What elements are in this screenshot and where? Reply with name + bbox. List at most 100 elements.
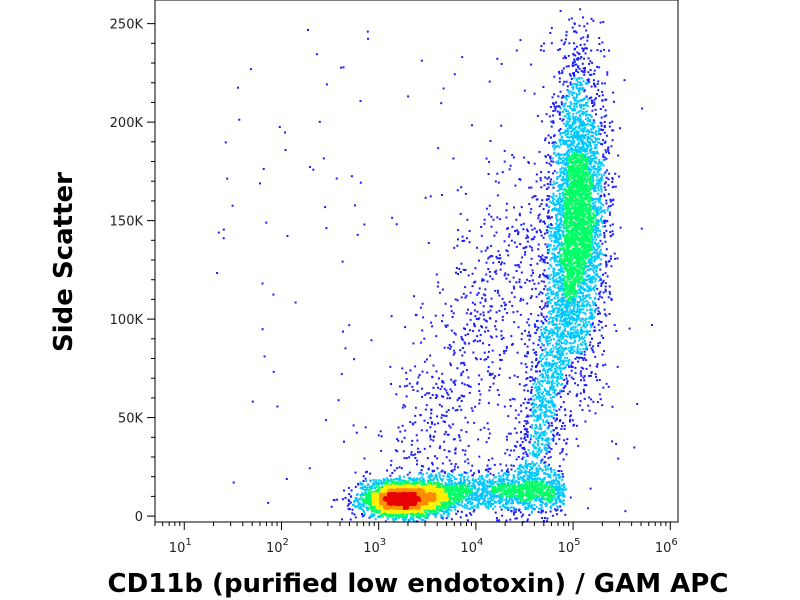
event-dot — [537, 418, 540, 421]
event-dot — [581, 305, 584, 307]
event-dot — [543, 433, 545, 436]
event-dot — [525, 463, 528, 466]
event-dot — [582, 123, 585, 126]
event-dot — [553, 93, 555, 96]
event-dot — [411, 385, 414, 388]
event-dot — [576, 352, 579, 354]
event-dot — [555, 161, 558, 164]
event-dot — [426, 421, 429, 424]
event-dot — [573, 304, 576, 307]
event-dot — [429, 397, 432, 399]
event-dot — [419, 306, 422, 309]
event-dot — [536, 114, 539, 117]
event-dot — [540, 506, 543, 509]
event-dot — [571, 124, 574, 127]
event-dot — [548, 463, 551, 466]
event-dot — [510, 239, 513, 242]
event-dot — [554, 345, 557, 348]
event-dot — [455, 512, 458, 515]
event-dot — [523, 475, 526, 478]
event-dot — [489, 496, 492, 499]
event-dot — [564, 343, 567, 346]
event-dot — [554, 204, 556, 207]
event-dot — [579, 119, 582, 122]
event-dot — [619, 127, 621, 130]
event-dot — [450, 329, 453, 332]
event-dot — [364, 477, 367, 480]
event-dot — [556, 202, 559, 205]
event-dot — [565, 143, 567, 145]
event-dot — [569, 342, 572, 345]
event-dot — [575, 137, 578, 139]
event-dot — [500, 63, 503, 65]
event-dot — [565, 120, 568, 123]
event-dot — [584, 334, 587, 336]
event-dot — [573, 134, 576, 137]
event-dot — [540, 396, 543, 399]
event-dot — [574, 318, 577, 321]
event-dot — [535, 359, 538, 362]
event-dot — [556, 190, 559, 192]
event-dot — [464, 342, 467, 345]
event-dot — [597, 206, 600, 209]
event-dot — [597, 342, 600, 345]
event-dot — [548, 217, 551, 220]
event-dot — [590, 315, 593, 318]
event-dot — [505, 435, 508, 438]
event-dot — [577, 331, 580, 334]
event-dot — [353, 204, 356, 207]
event-dot — [602, 337, 605, 339]
event-dot — [582, 320, 585, 323]
event-dot — [460, 394, 463, 397]
event-dot — [434, 314, 437, 317]
event-dot — [577, 333, 580, 336]
event-dot — [505, 202, 508, 205]
event-dot — [487, 497, 490, 500]
event-dot — [519, 39, 522, 42]
event-dot — [457, 229, 460, 232]
event-dot — [536, 392, 539, 395]
event-dot — [548, 275, 551, 278]
event-dot — [505, 519, 508, 522]
event-dot — [561, 374, 564, 377]
event-dot — [527, 401, 530, 404]
event-dot — [532, 379, 535, 381]
event-dot — [550, 376, 553, 379]
event-dot — [526, 278, 529, 281]
event-dot — [594, 85, 596, 88]
event-dot — [562, 353, 565, 356]
event-dot — [492, 498, 495, 501]
event-dot — [542, 501, 545, 504]
event-dot — [284, 131, 286, 134]
event-dot — [569, 81, 572, 84]
event-dot — [600, 252, 603, 255]
event-dot — [412, 517, 415, 520]
event-dot — [506, 250, 509, 253]
event-dot — [583, 73, 586, 76]
event-dot — [567, 117, 570, 120]
event-dot — [549, 368, 552, 371]
event-dot — [577, 303, 580, 306]
event-dot — [566, 305, 569, 308]
event-dot — [560, 427, 563, 430]
event-dot — [458, 474, 460, 476]
event-dot — [429, 438, 432, 441]
event-dot — [478, 498, 481, 501]
event-dot — [568, 18, 571, 21]
event-dot — [550, 230, 553, 233]
event-dot — [361, 486, 364, 489]
event-dot — [565, 442, 568, 445]
event-dot — [605, 382, 608, 385]
event-dot — [582, 388, 585, 391]
event-dot — [538, 385, 541, 388]
event-dot — [579, 296, 582, 299]
event-dot — [567, 54, 570, 57]
event-dot — [579, 328, 582, 331]
event-dot — [592, 267, 595, 270]
event-dot — [479, 482, 482, 485]
event-dot — [574, 131, 576, 134]
event-dot — [431, 394, 434, 396]
event-dot — [578, 93, 581, 96]
event-dot — [547, 442, 550, 445]
event-dot — [360, 506, 362, 509]
